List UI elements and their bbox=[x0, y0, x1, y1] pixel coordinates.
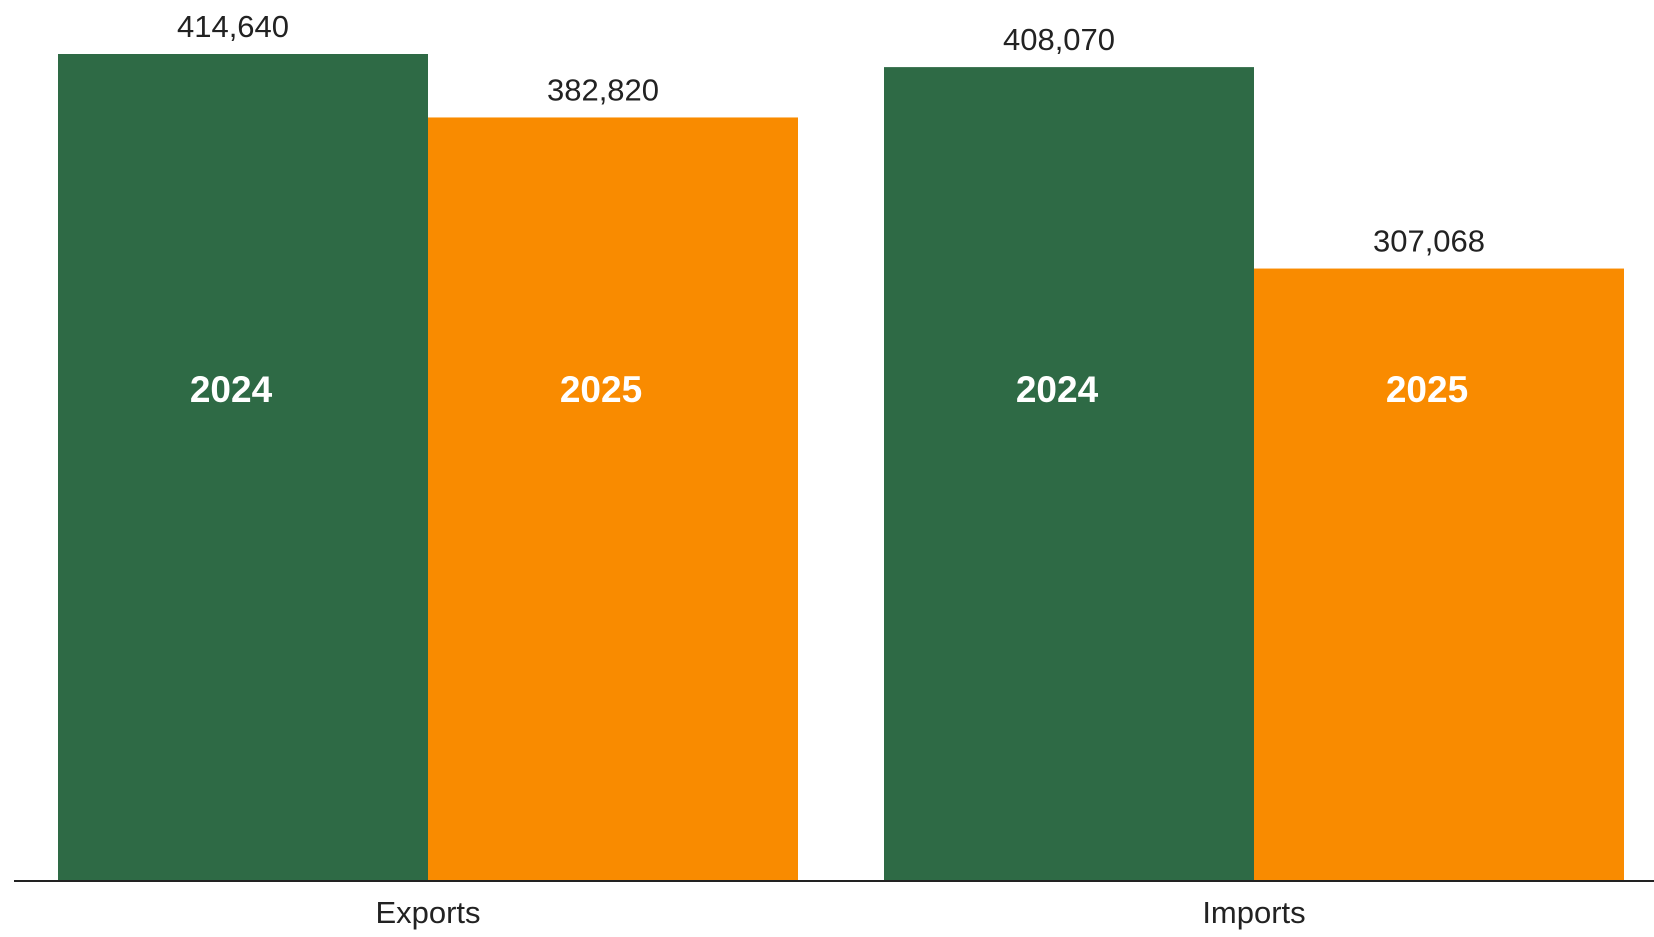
series-label-exports-2024: 2024 bbox=[190, 369, 273, 410]
series-label-imports-2024: 2024 bbox=[1016, 369, 1099, 410]
value-label-imports-2025: 307,068 bbox=[1373, 224, 1485, 259]
bar-exports-2025 bbox=[428, 117, 798, 881]
bar-imports-2024 bbox=[884, 67, 1254, 881]
labels: 414,640 2024 382,820 2025 Exports 408,070 2024… bbox=[177, 9, 1485, 930]
bar-imports-2025 bbox=[1254, 268, 1624, 881]
bars bbox=[58, 54, 1624, 881]
category-label-imports: Imports bbox=[1202, 895, 1305, 930]
value-label-imports-2024: 408,070 bbox=[1003, 22, 1115, 57]
series-label-imports-2025: 2025 bbox=[1386, 369, 1468, 410]
value-label-exports-2024: 414,640 bbox=[177, 9, 289, 44]
bar-exports-2024 bbox=[58, 54, 428, 881]
value-label-exports-2025: 382,820 bbox=[547, 72, 659, 107]
category-label-exports: Exports bbox=[375, 895, 480, 930]
series-label-exports-2025: 2025 bbox=[560, 369, 642, 410]
